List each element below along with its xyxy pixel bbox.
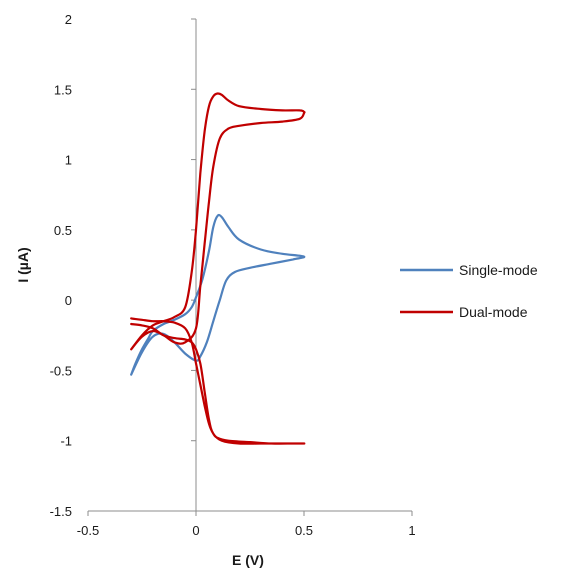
x-tick-label: -0.5	[77, 523, 99, 538]
y-axis-title: I (µA)	[15, 247, 31, 282]
x-axis-title: E (V)	[232, 552, 264, 568]
y-tick-label: 0.5	[54, 223, 72, 238]
x-tick-label: 0	[192, 523, 199, 538]
y-tick-label: 1.5	[54, 82, 72, 97]
series-line-dual-mode-1	[130, 92, 306, 351]
y-tick-label: -0.5	[50, 363, 72, 378]
axes: -1.5 -1 -0.5 0 0.5 1 1.5 2 -0.5 0 0.5 1	[50, 12, 416, 538]
series-line-single-mode	[130, 213, 306, 376]
x-tick-label: 0.5	[295, 523, 313, 538]
x-tick-label: 1	[408, 523, 415, 538]
series-lines	[130, 92, 306, 445]
legend-label-dual-mode: Dual-mode	[459, 304, 528, 320]
y-tick-label: 1	[65, 153, 72, 168]
legend: Single-mode Dual-mode	[400, 262, 538, 320]
legend-label-single-mode: Single-mode	[459, 262, 538, 278]
series-line-dual-mode-2	[130, 317, 306, 445]
y-tick-label: -1	[60, 434, 72, 449]
y-tick-label: -1.5	[50, 504, 72, 519]
y-tick-label: 2	[65, 12, 72, 27]
y-tick-label: 0	[65, 293, 72, 308]
